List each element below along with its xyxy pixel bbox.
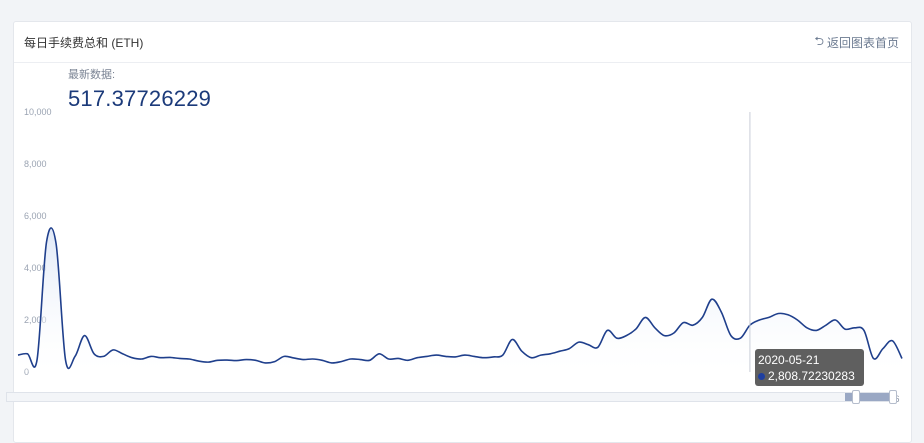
back-label: 返回图表首页 <box>826 35 899 50</box>
series-area <box>18 227 902 372</box>
chart-card: 每日手续费总和 (ETH) ⮌ 返回图表首页 最新数据: 517.3772622… <box>13 21 912 443</box>
tooltip-date: 2020-05-21 <box>758 353 820 367</box>
latest-label: 最新数据: <box>68 69 116 81</box>
back-to-charts-link[interactable]: ⮌ 返回图表首页 <box>814 32 899 53</box>
chart-title: 每日手续费总和 (ETH) <box>24 35 144 50</box>
card-header: 每日手续费总和 (ETH) ⮌ 返回图表首页 <box>14 22 911 63</box>
series-dot-icon <box>758 373 765 381</box>
y-tick-label: 4,000 <box>24 263 47 273</box>
y-tick-label: 2,000 <box>24 315 47 325</box>
zoom-slider-left-handle[interactable] <box>852 390 860 404</box>
zoom-slider[interactable] <box>6 392 890 402</box>
tooltip-value: 2,808.72230283 <box>768 369 855 383</box>
series-line <box>17 227 903 370</box>
zoom-slider-window[interactable] <box>845 393 889 401</box>
chart-tooltip: 2020-05-21 2,808.72230283 <box>755 349 864 386</box>
return-arrow-icon: ⮌ <box>814 33 824 48</box>
zoom-slider-right-handle[interactable] <box>889 390 897 404</box>
latest-value: 517.37726229 <box>68 86 212 111</box>
y-tick-label: 6,000 <box>24 211 47 221</box>
y-tick-label: 10,000 <box>24 107 52 117</box>
y-tick-label: 8,000 <box>24 159 47 169</box>
